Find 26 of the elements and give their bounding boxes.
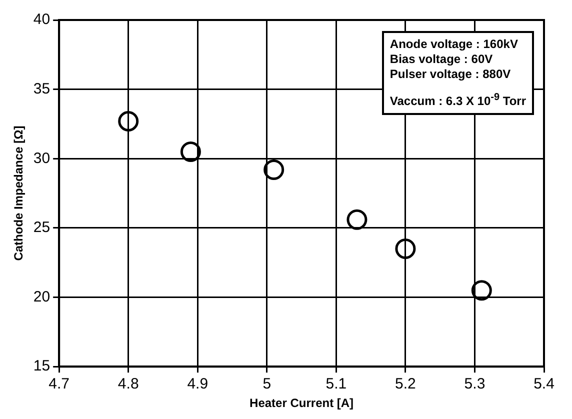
- x-tick-label: 5.1: [326, 376, 347, 393]
- annotation: Anode voltage : 160kV: [390, 37, 519, 52]
- y-tick-label: 15: [33, 358, 50, 375]
- y-tick-label: 40: [33, 11, 50, 28]
- y-tick-label: 25: [33, 219, 50, 236]
- annotation: Vaccum : 6.3 X 10$^{-9}$ Torr: [390, 91, 526, 109]
- x-tick-label: 5.4: [534, 376, 554, 393]
- annotation: Bias voltage : 60V: [390, 52, 494, 67]
- y-tick-label: 20: [33, 288, 50, 306]
- y-tick-label: 35: [33, 80, 50, 98]
- x-tick-label: 5: [262, 376, 272, 393]
- annotation: Pulser voltage : 880V: [390, 67, 512, 82]
- x-axis-title: Heater Current [A]: [250, 396, 354, 410]
- point: [118, 110, 139, 132]
- x-tick-label: 5.3: [464, 376, 486, 393]
- point: [180, 141, 201, 162]
- y-tick-label: 30: [33, 150, 50, 167]
- point: [471, 280, 492, 301]
- x-tick-label: 4.8: [118, 376, 139, 393]
- x-tick-label: 4.7: [48, 376, 70, 393]
- y-axis-title: Cathode Impedance [Ω]: [12, 126, 26, 261]
- x-tick-label: 5.2: [395, 376, 416, 393]
- x-tick-label: 4.9: [187, 376, 208, 393]
- point: [395, 238, 416, 260]
- point: [264, 159, 284, 180]
- point: [346, 209, 368, 230]
